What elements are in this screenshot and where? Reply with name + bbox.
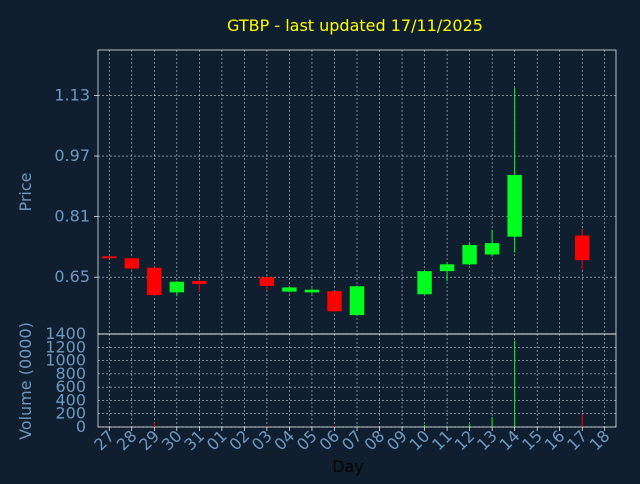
price-ytick-label: 0.97 (54, 146, 90, 165)
candle-body (102, 256, 117, 259)
candle-body (507, 174, 522, 237)
x-tick-labels: 2728293031010203040506070809101112131415… (90, 426, 613, 454)
candle-body (147, 267, 162, 295)
x-tick-label: 18 (586, 426, 614, 454)
volume-axis-label: Volume (0000) (16, 322, 35, 440)
candle-body (282, 287, 297, 292)
price-ytick-label: 0.65 (54, 267, 90, 286)
volume-ytick-label: 800 (55, 364, 86, 383)
candle-body (192, 280, 207, 285)
price-ytick-label: 1.13 (54, 85, 90, 104)
volume-ytick-label: 400 (55, 390, 86, 409)
candle-body (417, 271, 432, 295)
candle-body (484, 243, 500, 255)
volume-ytick-label: 600 (55, 377, 86, 396)
x-axis-label: Day (332, 457, 364, 476)
candle-body (124, 258, 139, 269)
volume-ytick-label: 200 (55, 404, 86, 423)
candle-body (462, 245, 477, 265)
candle-body (169, 281, 185, 293)
volume-ytick-label: 1400 (45, 324, 86, 343)
candle-body (304, 289, 320, 293)
chart-title: GTBP - last updated 17/11/2025 (227, 16, 483, 35)
volume-ytick-label: 0 (76, 417, 86, 436)
price-axis-label: Price (16, 172, 35, 211)
candle-body (349, 286, 365, 316)
candle-body (259, 277, 275, 286)
price-ytick-label: 0.81 (54, 207, 90, 226)
price-panel: 0.65 0.81 0.97 1.13 (54, 49, 617, 335)
candle-body (439, 264, 455, 272)
volume-ytick-label: 1200 (45, 337, 86, 356)
candle-body (327, 291, 342, 312)
candle-body (575, 235, 590, 261)
volume-ytick-label: 1000 (45, 351, 86, 370)
